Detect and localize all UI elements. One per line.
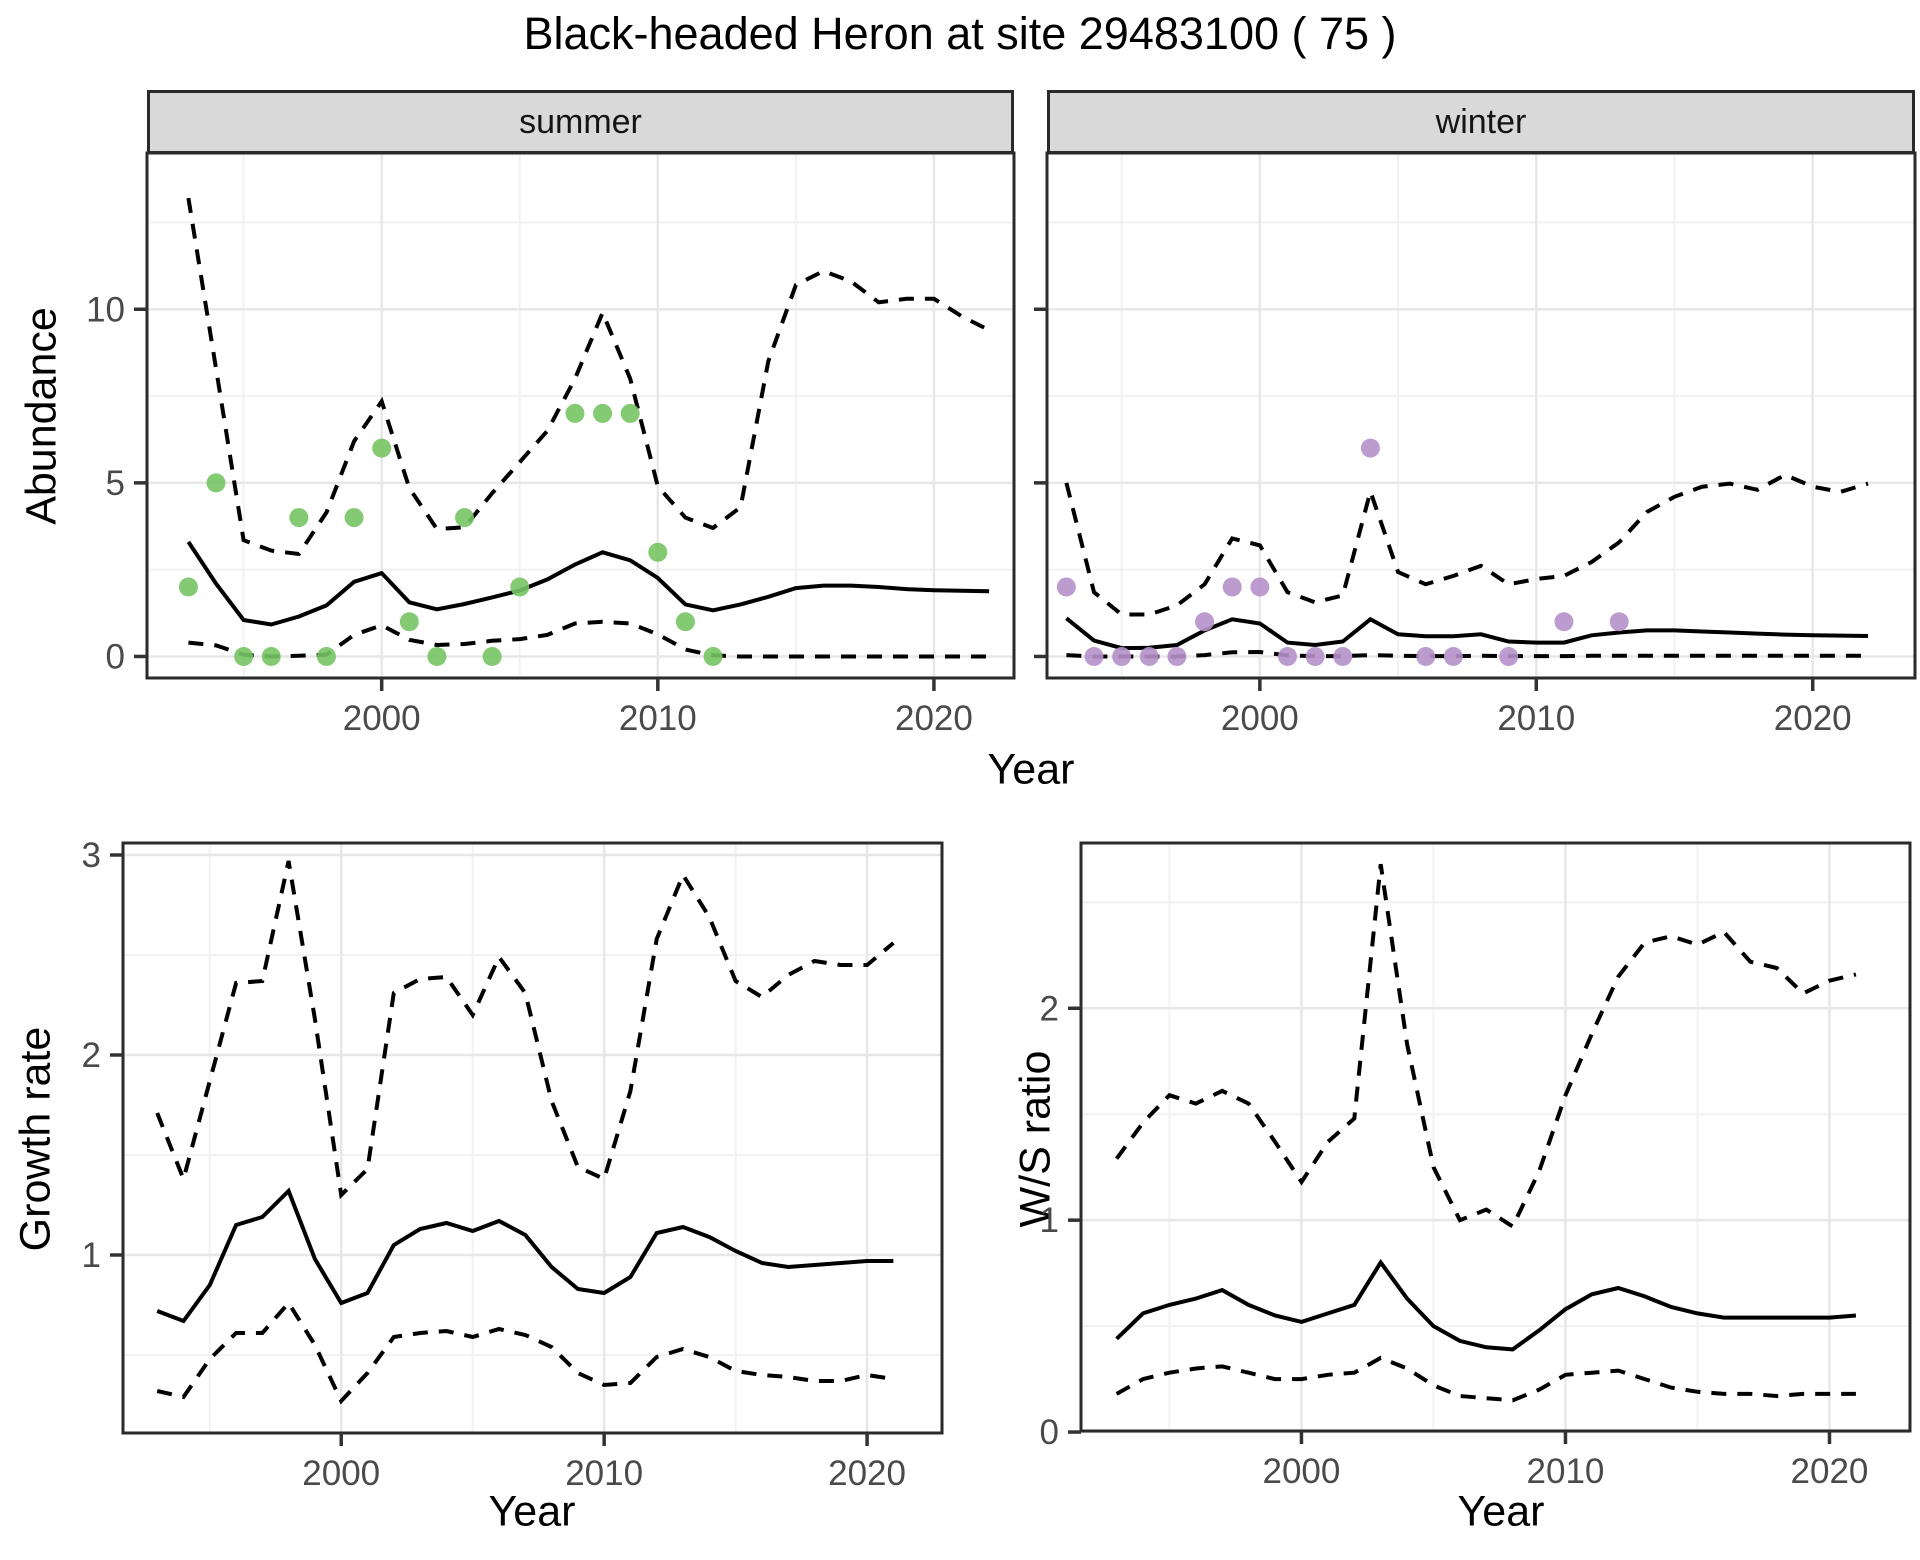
x-tick-label: 2000 bbox=[1263, 1452, 1341, 1491]
facet-strip-summer: summer bbox=[147, 90, 1014, 154]
abundance-summer-observed-counts-point bbox=[703, 646, 723, 666]
y-tick-label: 1 bbox=[1040, 1201, 1059, 1240]
abundance-winter-lower-credible-interval-line bbox=[1066, 649, 1868, 659]
abundance-summer-observed-counts-point bbox=[648, 542, 668, 562]
abundance-winter-observed-counts-point bbox=[1084, 646, 1104, 666]
abundance-winter-observed-counts-point bbox=[1443, 646, 1463, 666]
abundance-summer-observed-counts-point bbox=[482, 646, 502, 666]
abundance-winter-observed-counts-point bbox=[1305, 646, 1325, 666]
y-tick-label: 0 bbox=[1040, 1413, 1059, 1452]
y-tick-label: 10 bbox=[86, 290, 125, 329]
abundance-summer-observed-counts-point bbox=[675, 612, 695, 632]
x-tick-label: 2010 bbox=[1497, 699, 1575, 738]
abundance-winter-median-abundance-line bbox=[1065, 616, 1869, 651]
x-tick-label: 2010 bbox=[1527, 1452, 1605, 1491]
abundance-summer-observed-counts-point bbox=[316, 646, 336, 666]
x-tick-label: 2020 bbox=[895, 699, 973, 738]
x-tick-label: 2020 bbox=[1774, 699, 1852, 738]
abundance-winter-observed-counts-point bbox=[1277, 646, 1297, 666]
abundance-winter-observed-counts-point bbox=[1112, 646, 1132, 666]
facet-strip-winter-label: winter bbox=[1435, 102, 1527, 141]
growth-rate-panel-border bbox=[121, 841, 944, 1435]
winter-summer-ratio-panel-border bbox=[1079, 841, 1912, 1433]
x-tick-label: 2000 bbox=[1221, 699, 1299, 738]
abundance-winter-observed-counts-point bbox=[1056, 577, 1076, 597]
growth-rate-panel-background bbox=[123, 843, 942, 1433]
abundance-summer-observed-counts-point bbox=[427, 646, 447, 666]
abundance-summer-observed-counts-point bbox=[399, 612, 419, 632]
abundance-summer-observed-counts-point bbox=[289, 508, 309, 528]
abundance-summer-observed-counts-point bbox=[178, 577, 198, 597]
abundance-winter-panel-background bbox=[1047, 153, 1915, 678]
x-axis-title-ws-ratio: Year bbox=[1457, 1487, 1545, 1536]
y-tick-label: 5 bbox=[106, 464, 125, 503]
winter-summer-ratio-panel-background bbox=[1081, 843, 1910, 1431]
abundance-summer-upper-credible-interval-line bbox=[186, 197, 990, 557]
abundance-winter-observed-counts-point bbox=[1139, 646, 1159, 666]
abundance-summer-observed-counts-point bbox=[565, 403, 585, 423]
growth-rate-upper-credible-interval-line bbox=[155, 860, 895, 1200]
abundance-summer-observed-counts-point bbox=[206, 473, 226, 493]
x-tick-label: 2010 bbox=[619, 699, 697, 738]
facet-strip-winter: winter bbox=[1047, 90, 1915, 154]
x-tick-label: 2000 bbox=[302, 1454, 380, 1493]
abundance-winter-observed-counts-point bbox=[1360, 438, 1380, 458]
abundance-summer-observed-counts-point bbox=[620, 403, 640, 423]
abundance-winter-observed-counts-point bbox=[1222, 577, 1242, 597]
abundance-winter-panel-border bbox=[1045, 151, 1917, 680]
abundance-summer-observed-counts-point bbox=[455, 508, 475, 528]
x-tick-label: 2000 bbox=[343, 699, 421, 738]
x-tick-label: 2020 bbox=[1791, 1452, 1869, 1491]
abundance-summer-observed-counts-point bbox=[510, 577, 530, 597]
abundance-summer-observed-counts-point bbox=[344, 508, 364, 528]
winter-summer-ratio-upper-credible-interval-line bbox=[1114, 863, 1857, 1230]
y-tick-label: 1 bbox=[82, 1236, 101, 1275]
winter-summer-ratio-median-ws-ratio-line bbox=[1115, 1258, 1857, 1352]
abundance-summer-panel-border bbox=[145, 151, 1016, 680]
growth-rate-median-growth-rate-line bbox=[156, 1187, 894, 1324]
x-axis-title-top-row: Year bbox=[987, 745, 1075, 794]
y-tick-label: 2 bbox=[82, 1036, 101, 1075]
abundance-winter-observed-counts-point bbox=[1167, 646, 1187, 666]
abundance-summer-observed-counts-point bbox=[593, 403, 613, 423]
x-tick-label: 2020 bbox=[828, 1454, 906, 1493]
facet-strip-summer-label: summer bbox=[519, 102, 642, 141]
abundance-winter-observed-counts-point bbox=[1416, 646, 1436, 666]
abundance-winter-observed-counts-point bbox=[1499, 646, 1519, 666]
x-tick-label: 2010 bbox=[565, 1454, 643, 1493]
abundance-winter-observed-counts-point bbox=[1333, 646, 1353, 666]
abundance-summer-observed-counts-point bbox=[372, 438, 392, 458]
chart-title: Black-headed Heron at site 29483100 ( 75… bbox=[523, 8, 1397, 59]
x-axis-title-growth-rate: Year bbox=[488, 1487, 576, 1536]
abundance-summer-observed-counts-point bbox=[261, 646, 281, 666]
abundance-winter-observed-counts-point bbox=[1195, 612, 1215, 632]
y-tick-label: 0 bbox=[106, 637, 125, 676]
growth-rate-lower-credible-interval-line bbox=[156, 1299, 894, 1405]
y-tick-label: 2 bbox=[1040, 989, 1059, 1028]
abundance-summer-median-abundance-line bbox=[186, 540, 990, 627]
abundance-winter-observed-counts-point bbox=[1250, 577, 1270, 597]
y-tick-label: 3 bbox=[82, 836, 101, 875]
abundance-winter-observed-counts-point bbox=[1554, 612, 1574, 632]
abundance-winter-observed-counts-point bbox=[1609, 612, 1629, 632]
abundance-summer-observed-counts-point bbox=[234, 646, 254, 666]
